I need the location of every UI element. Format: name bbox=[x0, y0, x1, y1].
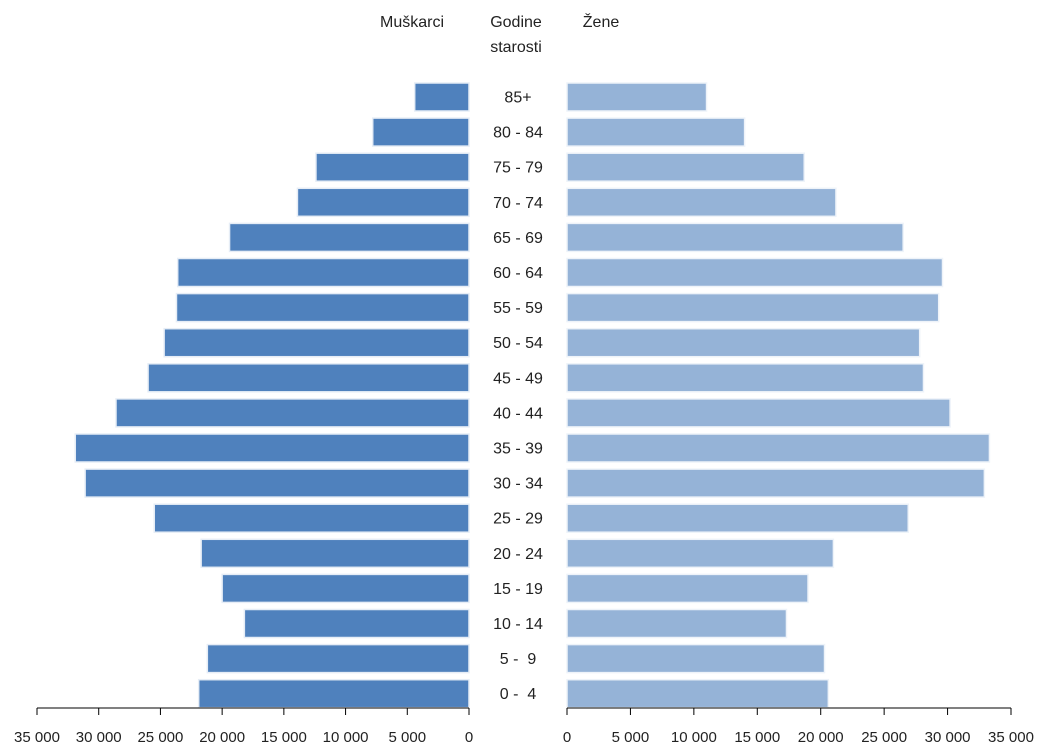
header-age-line1: Godine bbox=[490, 14, 542, 31]
women-x-axis: 0 5 000 10 000 15 000 20 000 25 000 30 000 35 0… bbox=[563, 707, 1034, 746]
bar-men bbox=[371, 117, 470, 147]
men-x-axis: 35 000 30 000 25 000 20 000 15 000 10 000 5 00… bbox=[14, 707, 473, 746]
bar-women bbox=[566, 117, 746, 147]
bar-women bbox=[566, 292, 940, 323]
bar-women bbox=[566, 643, 826, 674]
bar-women bbox=[566, 433, 991, 463]
age-group-label: 25 - 29 bbox=[493, 511, 543, 528]
bar-women bbox=[566, 678, 830, 709]
bar-men bbox=[197, 678, 470, 709]
age-group-label: 10 - 14 bbox=[493, 616, 543, 633]
bar-women bbox=[566, 468, 986, 498]
age-group-label: 35 - 39 bbox=[493, 441, 543, 458]
age-group-label: 45 - 49 bbox=[493, 370, 543, 387]
age-group-label: 20 - 24 bbox=[493, 546, 543, 563]
tick-label: 10 000 bbox=[323, 729, 369, 746]
bar-women bbox=[566, 82, 708, 112]
bar-men bbox=[200, 538, 470, 569]
tick-label: 20 000 bbox=[798, 729, 844, 746]
header-men: Muškarci bbox=[380, 14, 444, 31]
tick-label: 30 000 bbox=[76, 729, 122, 746]
tick-label: 15 000 bbox=[261, 729, 307, 746]
chart-headers: Muškarci Godine starosti Žene bbox=[380, 12, 619, 56]
age-group-label: 65 - 69 bbox=[493, 230, 543, 247]
bar-men bbox=[175, 292, 470, 323]
age-group-label: 0 - 4 bbox=[500, 686, 537, 703]
age-group-label: 85+ bbox=[504, 90, 531, 107]
age-group-label: 75 - 79 bbox=[493, 160, 543, 177]
age-group-label: 5 - 9 bbox=[500, 651, 537, 668]
bar-men bbox=[176, 257, 470, 288]
men-bars bbox=[74, 82, 470, 709]
tick-label: 0 bbox=[465, 729, 473, 746]
bar-women bbox=[566, 257, 944, 288]
tick-label: 30 000 bbox=[925, 729, 971, 746]
tick-label: 35 000 bbox=[988, 729, 1034, 746]
bar-men bbox=[163, 327, 470, 358]
age-group-labels: 85+ 80 - 84 75 - 79 70 - 74 65 - 69 60 - 64 55… bbox=[493, 90, 543, 704]
bar-men bbox=[153, 503, 470, 533]
bar-men bbox=[296, 187, 470, 218]
age-group-label: 60 - 64 bbox=[493, 265, 543, 282]
age-group-label: 55 - 59 bbox=[493, 300, 543, 317]
age-group-label: 70 - 74 bbox=[493, 195, 543, 212]
bar-men bbox=[206, 643, 470, 674]
tick-label: 0 bbox=[563, 729, 571, 746]
bar-women bbox=[566, 152, 805, 182]
bar-women bbox=[566, 538, 835, 569]
bar-women bbox=[566, 573, 809, 604]
bar-women bbox=[566, 327, 921, 358]
tick-label: 25 000 bbox=[137, 729, 183, 746]
header-age-line2: starosti bbox=[490, 39, 542, 56]
tick-label: 20 000 bbox=[199, 729, 245, 746]
bar-men bbox=[228, 222, 470, 253]
women-bars bbox=[566, 82, 991, 709]
tick-label: 35 000 bbox=[14, 729, 60, 746]
bar-men bbox=[221, 573, 470, 604]
tick-label: 25 000 bbox=[861, 729, 907, 746]
bar-women bbox=[566, 222, 904, 253]
age-group-label: 40 - 44 bbox=[493, 405, 543, 422]
age-group-label: 30 - 34 bbox=[493, 476, 543, 493]
tick-label: 10 000 bbox=[671, 729, 717, 746]
bar-men bbox=[84, 468, 470, 498]
bar-men bbox=[74, 433, 470, 463]
bar-women bbox=[566, 608, 788, 639]
tick-label: 15 000 bbox=[734, 729, 780, 746]
bar-women bbox=[566, 398, 951, 428]
age-group-label: 15 - 19 bbox=[493, 581, 543, 598]
tick-label: 5 000 bbox=[612, 729, 650, 746]
bar-women bbox=[566, 363, 925, 393]
bar-men bbox=[115, 398, 470, 428]
bar-men bbox=[315, 152, 470, 182]
bar-men bbox=[243, 608, 470, 639]
bar-women bbox=[566, 187, 837, 218]
header-women: Žene bbox=[583, 12, 620, 31]
age-group-label: 50 - 54 bbox=[493, 335, 543, 352]
tick-label: 5 000 bbox=[389, 729, 427, 746]
age-group-label: 80 - 84 bbox=[493, 125, 543, 142]
bar-men bbox=[147, 363, 470, 393]
bar-women bbox=[566, 503, 909, 533]
bar-men bbox=[413, 82, 470, 112]
